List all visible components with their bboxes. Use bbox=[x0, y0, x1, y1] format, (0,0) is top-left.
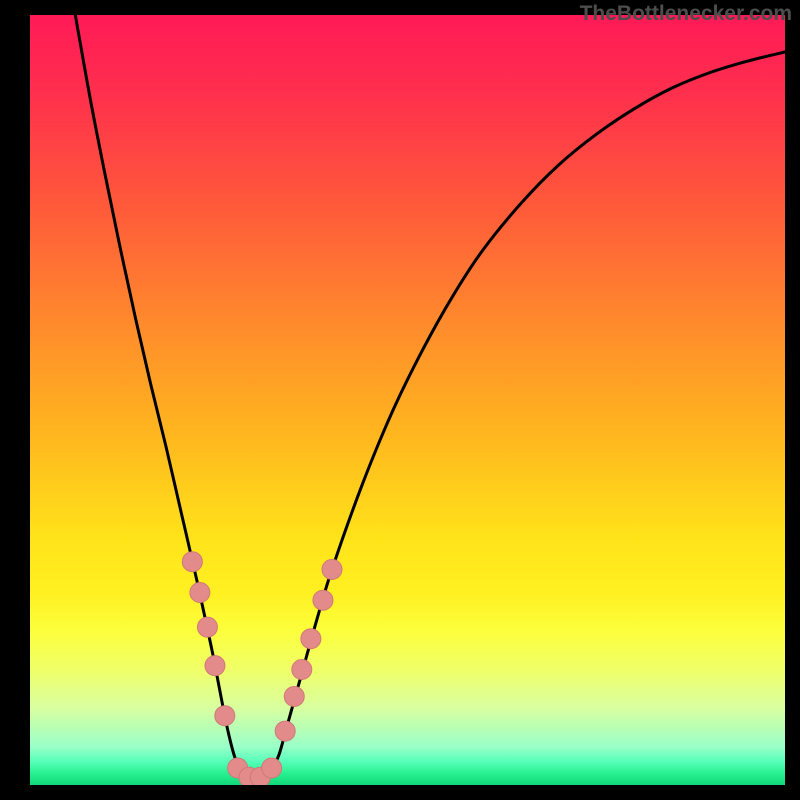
data-marker bbox=[284, 686, 304, 706]
gradient-background bbox=[30, 15, 785, 785]
data-marker bbox=[215, 706, 235, 726]
data-marker bbox=[301, 629, 321, 649]
data-marker bbox=[292, 660, 312, 680]
data-marker bbox=[262, 758, 282, 778]
data-marker bbox=[205, 656, 225, 676]
data-marker bbox=[190, 583, 210, 603]
data-marker bbox=[197, 617, 217, 637]
plot-area bbox=[30, 15, 785, 785]
chart-svg bbox=[30, 15, 785, 785]
data-marker bbox=[182, 552, 202, 572]
chart-container: TheBottlenecker.com bbox=[0, 0, 800, 800]
data-marker bbox=[275, 721, 295, 741]
data-marker bbox=[313, 590, 333, 610]
data-marker bbox=[322, 559, 342, 579]
